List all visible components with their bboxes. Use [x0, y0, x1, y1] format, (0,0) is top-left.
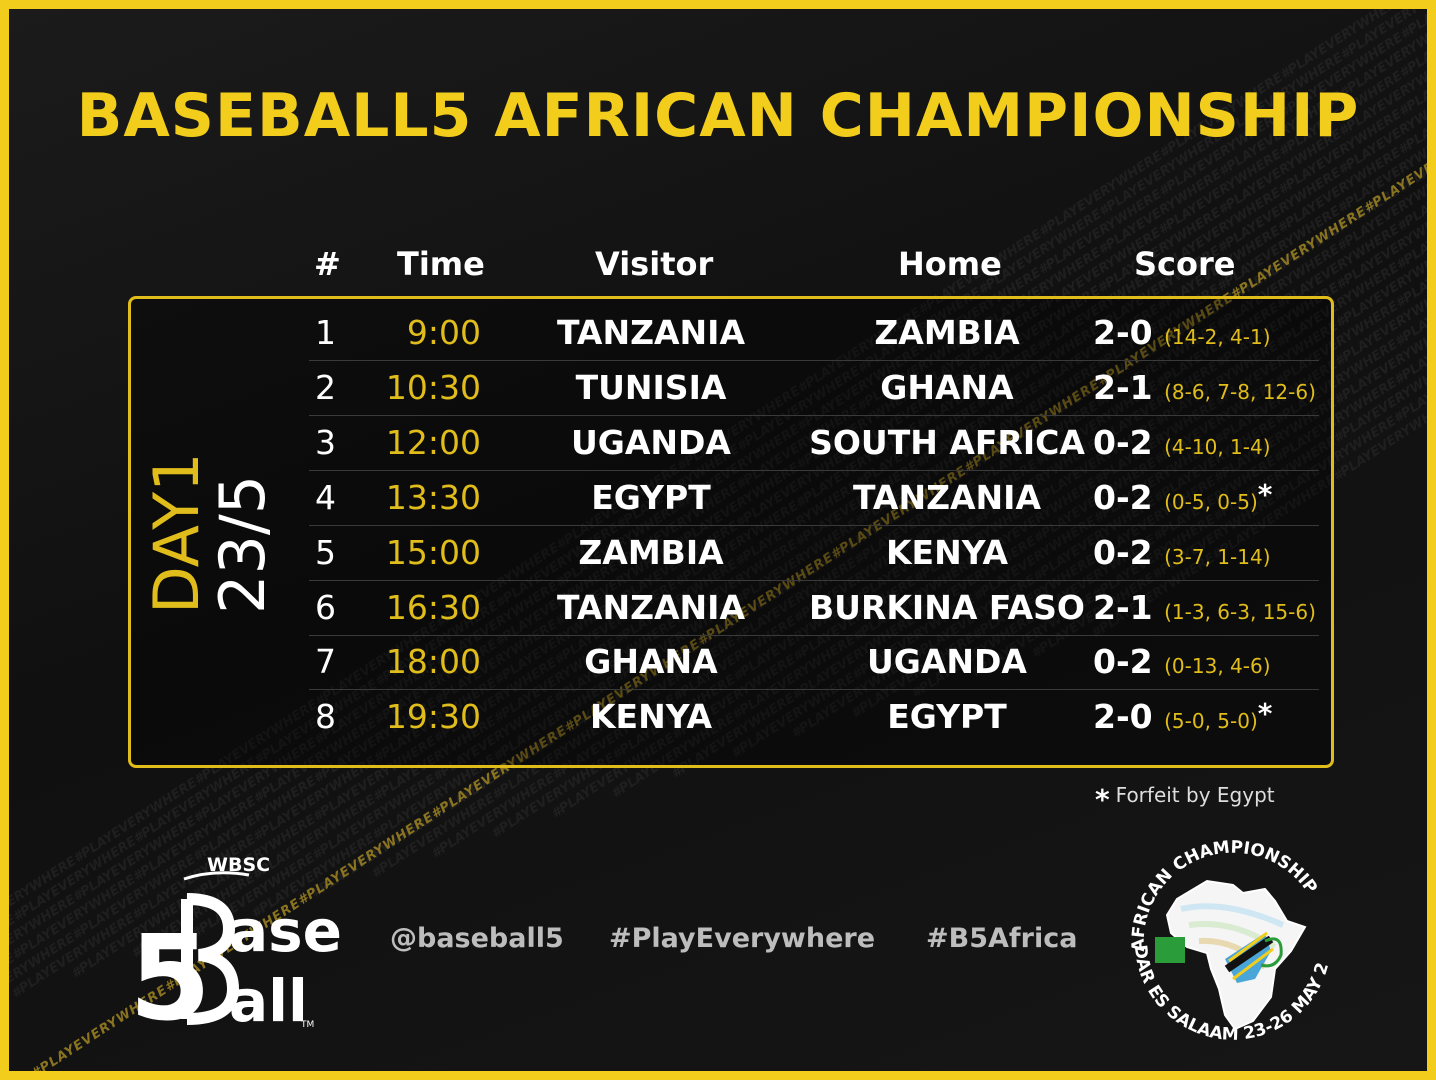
hashtag-b5africa: #B5Africa [926, 923, 1078, 954]
game-time: 19:30 [385, 697, 481, 737]
footnote-star: * [1095, 783, 1110, 816]
day-date: 23/5 [206, 474, 279, 614]
score-result: 2-0 [1093, 697, 1153, 737]
home-team: TANZANIA [852, 477, 1041, 517]
game-number: 7 [315, 642, 336, 682]
home-team: EGYPT [887, 697, 1007, 737]
row-divider [309, 414, 1319, 416]
home-team: ZAMBIA [874, 313, 1020, 352]
hashtag-play-everywhere: #PlayEverywhere [609, 923, 876, 954]
home-team: SOUTH AFRICA [809, 422, 1085, 462]
championship-emblem: AFRICAN CHAMPIONSHIP DAR ES SALAAM 23-26… [1115, 829, 1333, 1045]
game-row: 4 13:30 EGYPT TANZANIA 0-2 (0-5, 0-5)* [309, 472, 1319, 526]
logo-bottom-text: all [229, 967, 308, 1031]
home-team: KENYA [885, 532, 1008, 572]
game-score: 0-2 (3-7, 1-14) [1093, 533, 1271, 572]
score-result: 2-1 [1093, 587, 1153, 627]
emblem-mini-logo [1155, 937, 1185, 963]
game-score: 2-1 (1-3, 6-3, 15-6) [1093, 588, 1316, 627]
score-result: 2-1 [1093, 367, 1153, 407]
header-home: Home [898, 245, 1002, 283]
score-result: 0-2 [1093, 642, 1153, 682]
score-result: 0-2 [1093, 532, 1153, 572]
visitor-team: TUNISIA [575, 367, 727, 407]
game-number: 1 [315, 313, 336, 352]
forfeit-star: * [1257, 697, 1273, 731]
game-time: 10:30 [385, 367, 481, 407]
footnote: * Forfeit by Egypt [1095, 783, 1275, 816]
game-score: 0-2 (0-13, 4-6) [1093, 642, 1271, 681]
game-row: 2 10:30 TUNISIA GHANA 2-1 (8-6, 7-8, 12-6) [309, 362, 1319, 416]
score-detail: (1-3, 6-3, 15-6) [1164, 599, 1316, 624]
score-detail: (14-2, 4-1) [1164, 325, 1271, 349]
page-title: BASEBALL5 AFRICAN CHAMPIONSHIP [76, 81, 1360, 151]
logo-top-text: ase [229, 897, 342, 965]
game-time: 18:00 [385, 642, 481, 682]
game-row: 7 18:00 GHANA UGANDA 0-2 (0-13, 4-6) [309, 636, 1319, 691]
home-team: GHANA [880, 367, 1014, 407]
visitor-team: TANZANIA [556, 587, 745, 627]
game-number: 6 [315, 587, 336, 627]
row-divider [309, 360, 1319, 361]
row-divider [309, 524, 1319, 526]
footnote-text: Forfeit by Egypt [1115, 783, 1275, 807]
visitor-team: TANZANIA [556, 313, 745, 352]
home-team: BURKINA FASO [809, 587, 1085, 627]
score-detail: (5-0, 5-0) [1164, 709, 1258, 734]
game-time: 13:30 [385, 477, 481, 517]
header-visitor: Visitor [595, 245, 714, 283]
row-divider [309, 469, 1319, 471]
day-label: DAY1 23/5 [140, 452, 279, 614]
game-score: 2-0 (5-0, 5-0)* [1093, 697, 1272, 736]
visitor-team: ZAMBIA [578, 532, 724, 572]
visitor-team: UGANDA [571, 422, 731, 462]
game-time: 12:00 [385, 422, 481, 462]
logo-org-text: WBSC [207, 854, 270, 876]
game-time: 15:00 [385, 532, 481, 572]
visitor-team: EGYPT [591, 477, 711, 517]
header-time: Time [397, 245, 485, 283]
game-row: 3 12:00 UGANDA SOUTH AFRICA 0-2 (4-10, 1-4) [309, 417, 1319, 471]
game-row: 1 9:00 TANZANIA ZAMBIA 2-0 (14-2, 4-1) [309, 307, 1319, 361]
game-score: 2-1 (8-6, 7-8, 12-6) [1093, 368, 1316, 407]
game-time: 16:30 [385, 587, 481, 627]
score-detail: (8-6, 7-8, 12-6) [1164, 379, 1316, 404]
score-detail: (0-5, 0-5) [1164, 489, 1258, 514]
game-number: 2 [315, 367, 336, 407]
day-number: DAY1 [140, 452, 213, 614]
game-number: 4 [315, 477, 336, 517]
visitor-team: GHANA [584, 642, 718, 682]
game-score: 0-2 (0-5, 0-5)* [1093, 478, 1272, 517]
schedule-panel [128, 296, 1334, 768]
header-score: Score [1134, 245, 1236, 283]
game-row: 6 16:30 TANZANIA BURKINA FASO 2-1 (1-3, 6-3,… [309, 582, 1319, 636]
score-result: 0-2 [1093, 477, 1153, 517]
forfeit-star: * [1257, 477, 1273, 511]
score-result: 0-2 [1093, 422, 1153, 462]
social-handle: @baseball5 [390, 923, 564, 954]
game-number: 5 [315, 532, 336, 572]
score-result: 2-0 [1093, 313, 1153, 352]
game-score: 2-0 (14-2, 4-1) [1093, 313, 1271, 352]
logo-digit: 5 [129, 909, 211, 1031]
score-detail: (4-10, 1-4) [1164, 434, 1271, 459]
logo-tm: TM [300, 1020, 314, 1030]
game-row: 5 15:00 ZAMBIA KENYA 0-2 (3-7, 1-14) [309, 527, 1319, 581]
header-num: # [314, 245, 341, 283]
row-divider [309, 689, 1319, 691]
baseball5-logo: WBSC 5 ase all TM [129, 854, 342, 1031]
score-detail: (0-13, 4-6) [1164, 654, 1271, 679]
game-number: 3 [315, 422, 336, 462]
game-row: 8 19:30 KENYA EGYPT 2-0 (5-0, 5-0)* [309, 691, 1319, 745]
game-time: 9:00 [406, 313, 481, 352]
game-number: 8 [315, 697, 336, 737]
score-detail: (3-7, 1-14) [1164, 544, 1271, 569]
home-team: UGANDA [867, 642, 1027, 682]
row-divider [309, 579, 1319, 581]
visitor-team: KENYA [589, 697, 712, 737]
game-score: 0-2 (4-10, 1-4) [1093, 423, 1271, 462]
row-divider [309, 634, 1319, 636]
